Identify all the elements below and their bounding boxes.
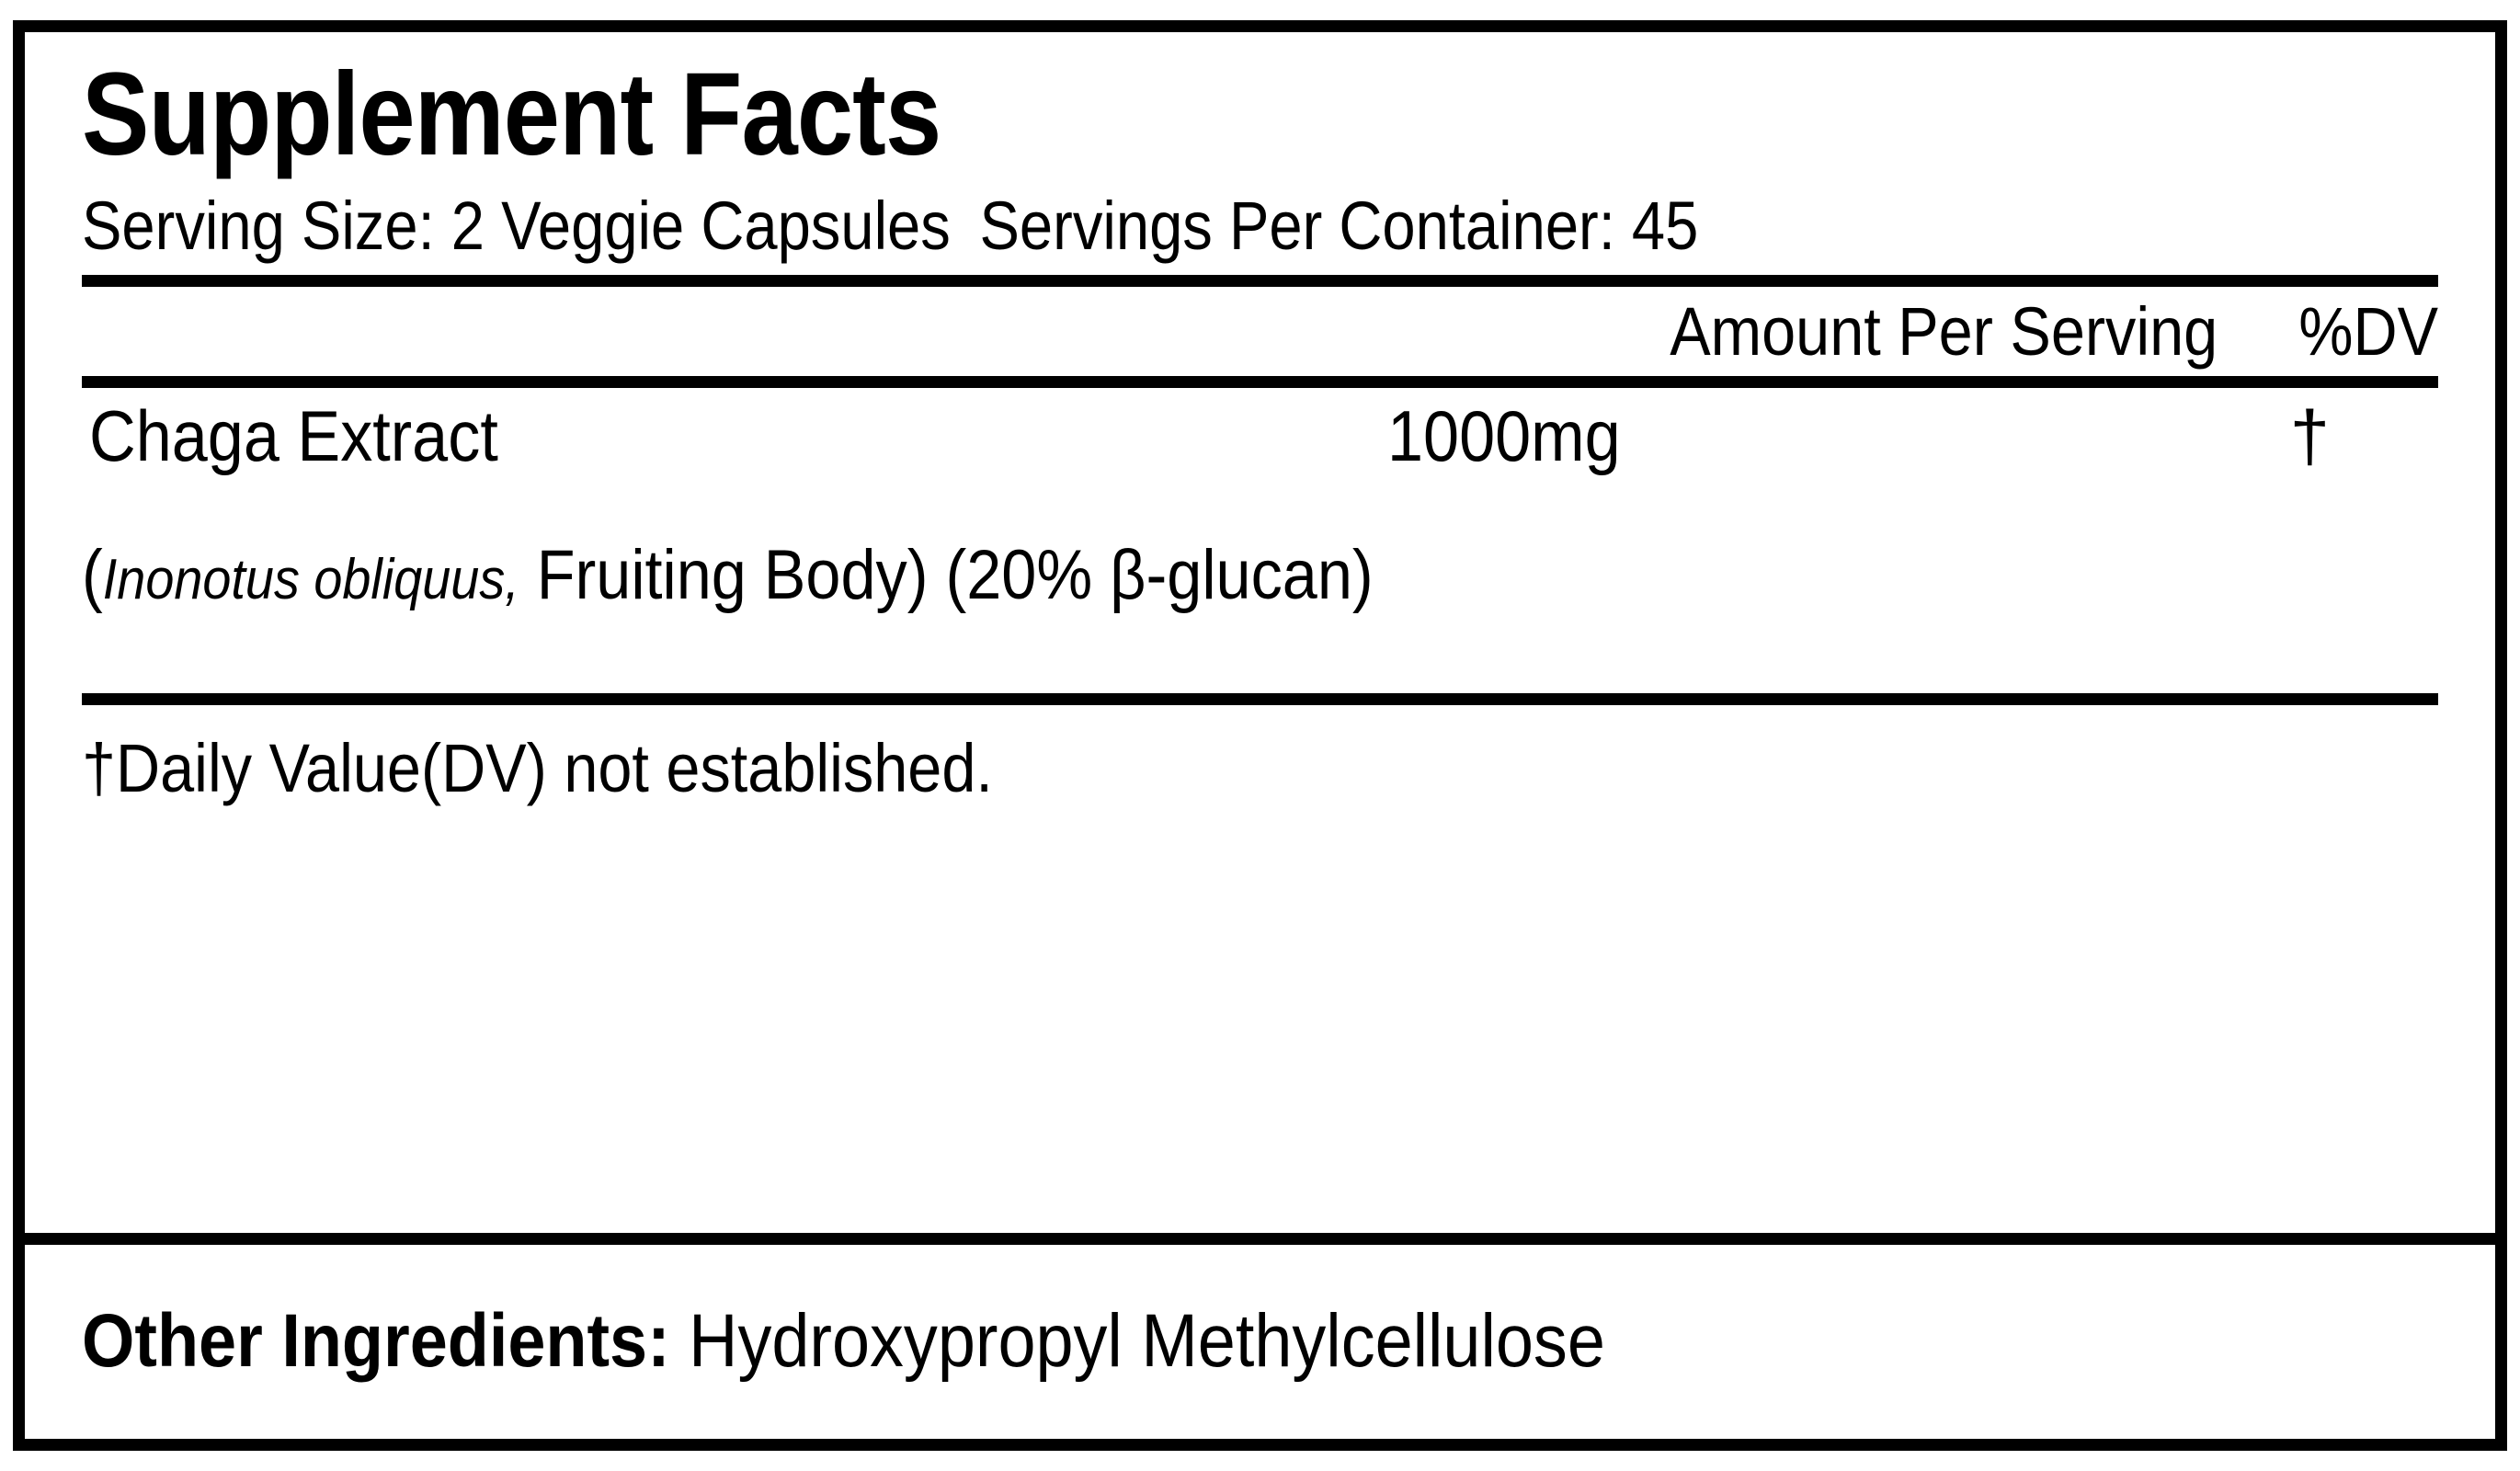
ingredient-name: Chaga Extract: [89, 395, 498, 477]
ingredient-percent-dv: †: [2289, 395, 2330, 477]
other-ingredients-row: Other Ingredients: Hydroxypropyl Methylc…: [82, 1302, 1605, 1381]
column-header-row: Amount Per Serving %DV: [82, 292, 2438, 370]
serving-info-row: Serving Size: 2 Veggie Capsules Servings…: [82, 190, 2440, 262]
ingredient-latin-name: Inonotus obliquus,: [102, 548, 519, 612]
daily-value-footnote: †Daily Value(DV) not established.: [82, 729, 993, 806]
other-ingredients-label: Other Ingredients:: [82, 1299, 690, 1384]
supplement-facts-panel: Supplement Facts Serving Size: 2 Veggie …: [13, 20, 2507, 1451]
facts-block: Supplement Facts Serving Size: 2 Veggie …: [25, 32, 2495, 1233]
servings-per-container-text: Servings Per Container: 45: [979, 188, 1699, 264]
page-title: Supplement Facts: [82, 49, 941, 180]
ingredient-detail-rest: Fruiting Body) (20% β-glucan): [519, 536, 1374, 615]
section-divider: [25, 1233, 2495, 1245]
ingredient-row: Chaga Extract 1000mg †: [82, 395, 2438, 537]
rule-above-footnote: [82, 692, 2438, 705]
supplement-facts-inner: Supplement Facts Serving Size: 2 Veggie …: [25, 32, 2495, 1439]
ingredient-detail-row: (Inonotus obliquus, Fruiting Body) (20% …: [82, 537, 2203, 614]
column-header-amount-per-serving: Amount Per Serving: [1670, 292, 2218, 370]
other-ingredients-value: Hydroxypropyl Methylcellulose: [689, 1299, 1605, 1384]
serving-size-text: Serving Size: 2 Veggie Capsules: [82, 188, 951, 264]
other-ingredients-block: Other Ingredients: Hydroxypropyl Methylc…: [25, 1245, 2495, 1439]
rule-above-column-headers: [82, 274, 2438, 287]
rule-below-column-headers: [82, 376, 2438, 389]
ingredient-amount: 1000mg: [1387, 395, 1621, 477]
ingredient-detail-open-paren: (: [82, 536, 103, 615]
column-header-percent-dv: %DV: [2298, 292, 2438, 370]
